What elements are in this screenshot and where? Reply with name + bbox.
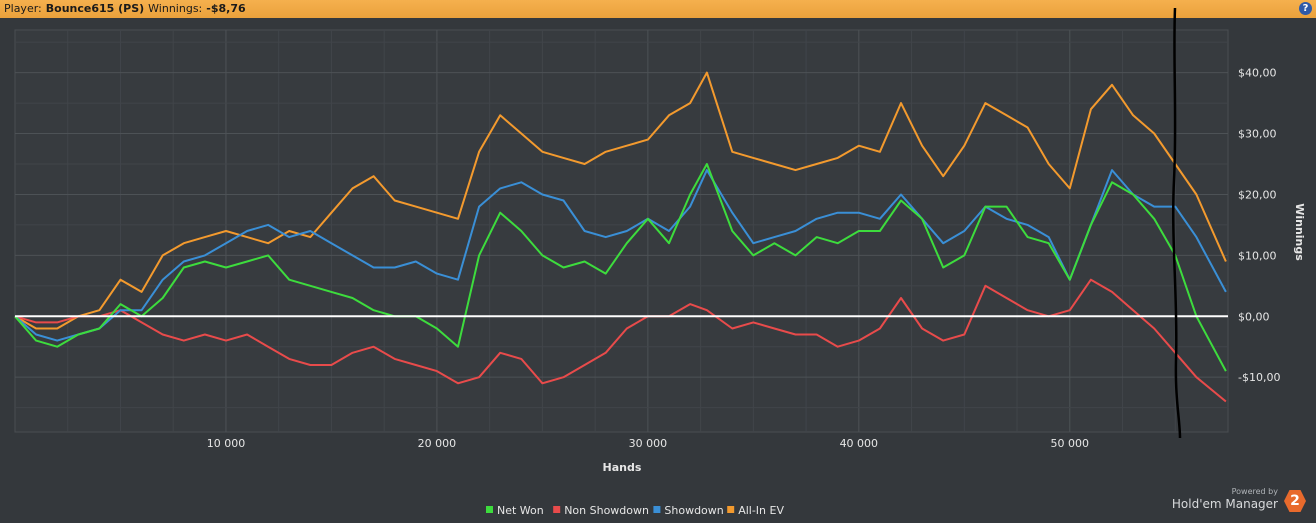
x-tick-label: 40 000 [840,437,879,450]
legend-swatch [553,506,561,513]
y-tick-label: $0,00 [1238,310,1270,323]
winnings-label: Winnings: [148,2,203,15]
player-label: Player: [4,2,42,15]
player-name: Bounce615 (PS) [45,2,145,15]
legend-swatch [653,506,661,513]
x-tick-label: 10 000 [207,437,246,450]
y-axis-ticks: -$10,00 $0,00 $10,00 $20,00 $30,00 $40,00 [1238,67,1280,385]
question-icon[interactable]: ? [1299,2,1312,15]
x-tick-label: 30 000 [629,437,668,450]
series-lines [14,71,1227,403]
winnings-value: -$8,76 [206,2,246,15]
legend: Net Won Non Showdown Showdown All-In EV [486,504,784,517]
legend-label: Net Won [497,504,544,517]
product-name: Hold'em Manager [1171,497,1278,511]
series-line-all-in-ev [14,71,1227,330]
legend-label: All-In EV [738,504,784,517]
legend-label: Showdown [664,504,723,517]
x-axis-label: Hands [603,461,642,474]
header-bar: Player: Bounce615 (PS) Winnings: -$8,76 … [0,0,1316,18]
branding: Powered by Hold'em Manager 2 [1172,487,1306,517]
plot-area [14,29,1229,433]
y-tick-label: $20,00 [1238,188,1277,201]
y-tick-label: $30,00 [1238,128,1277,141]
y-axis-label: Winnings [1293,203,1306,261]
hm2-logo: 2 [1284,490,1306,512]
x-tick-label: 50 000 [1051,437,1090,450]
y-tick-label: -$10,00 [1238,371,1280,384]
legend-swatch [486,506,493,513]
series-line-non-showdown [14,278,1227,403]
y-tick-label: $40,00 [1238,67,1277,80]
x-tick-label: 20 000 [418,437,457,450]
legend-swatch [727,506,735,513]
hand-drawn-marker [1172,7,1182,439]
legend-label: Non Showdown [564,504,649,517]
series-line-net-won [14,163,1227,372]
powered-by-text: Powered by [1231,487,1278,496]
y-tick-label: $10,00 [1238,249,1277,262]
x-axis-ticks: 10 000 20 000 30 000 40 000 50 000 [207,437,1089,450]
